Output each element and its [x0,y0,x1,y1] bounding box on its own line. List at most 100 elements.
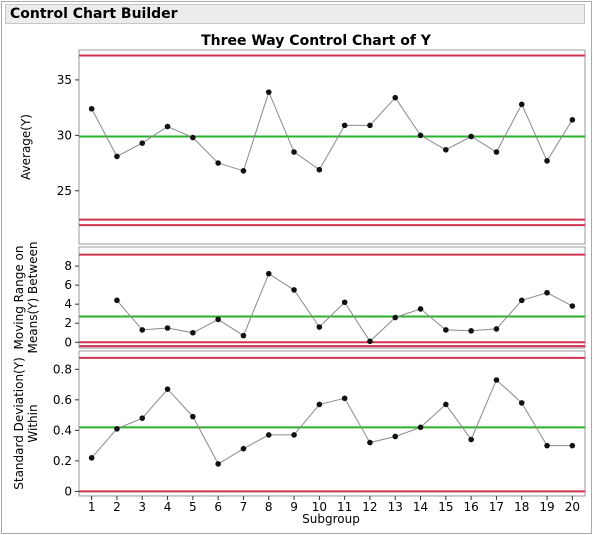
data-point[interactable] [316,166,323,173]
data-point[interactable] [341,299,348,306]
data-point[interactable] [544,442,550,449]
x-tick-label: 13 [388,500,403,514]
data-point[interactable] [518,101,525,108]
y-tick-label: 0.2 [53,454,72,468]
data-point[interactable] [190,134,196,141]
x-tick-label: 16 [464,500,479,514]
data-point[interactable] [265,270,272,277]
x-tick-label: 18 [514,500,529,514]
data-point[interactable] [88,105,95,112]
data-point[interactable] [139,415,146,421]
y-tick-label: 30 [57,128,72,142]
x-tick-label: 5 [189,500,197,514]
data-point[interactable] [316,401,323,408]
series-line [91,90,573,172]
y-tick-label: 25 [57,184,72,198]
data-point[interactable] [417,132,424,139]
x-tick-label: 9 [290,500,298,514]
x-tick-label: 8 [265,500,273,514]
data-point[interactable] [291,432,297,438]
data-point[interactable] [392,94,399,101]
x-tick-label: 11 [337,500,352,514]
y-tick-label: 8 [64,259,72,273]
data-point[interactable] [367,122,373,129]
x-tick-label: 7 [240,500,248,514]
y-tick-label: 0.4 [53,423,72,437]
data-point[interactable] [569,117,576,123]
data-point[interactable] [493,149,500,155]
data-point[interactable] [367,439,373,446]
x-tick-label: 1 [88,500,96,514]
data-point[interactable] [265,89,272,95]
panel-average: 25 30 35 Average(Y) [19,49,586,245]
data-point[interactable] [544,158,550,164]
data-point[interactable] [114,153,120,160]
data-point[interactable] [569,303,576,309]
y-tick-label: 35 [57,73,72,87]
data-point[interactable] [341,395,348,402]
panel-moving-range: 0 2 4 6 8 Moving Range on Means(Y) Between [12,242,586,353]
data-point[interactable] [190,413,196,420]
data-point[interactable] [544,289,550,296]
y-axis-label: Average(Y) [19,114,33,180]
x-tick-label: 6 [214,500,222,514]
y-tick-label: 0 [64,335,72,349]
data-point[interactable] [88,455,95,461]
data-point[interactable] [443,327,449,333]
data-point[interactable] [316,324,323,330]
data-point[interactable] [367,338,373,345]
data-point[interactable] [417,306,424,312]
data-point[interactable] [164,123,171,130]
data-point[interactable] [215,461,221,467]
x-tick-label: 3 [138,500,146,514]
x-tick-label: 19 [539,500,554,514]
data-point[interactable] [291,287,297,293]
data-point[interactable] [114,297,120,304]
data-point[interactable] [215,160,221,166]
panel-frame [78,246,586,349]
chart-title: Three Way Control Chart of Y [201,33,432,49]
data-point[interactable] [518,400,525,406]
data-point[interactable] [164,325,171,331]
data-point[interactable] [114,426,120,432]
y-tick-label: 6 [64,278,72,292]
x-tick-label: 4 [164,500,172,514]
data-point[interactable] [291,149,297,155]
data-point[interactable] [493,377,500,383]
x-axis-label: Subgroup [302,512,360,526]
data-point[interactable] [341,122,348,129]
series-line [91,379,573,465]
y-tick-label: 4 [64,297,72,311]
data-point[interactable] [240,332,247,339]
data-point[interactable] [443,401,449,408]
y-axis-label: Standard Deviation(Y) [12,357,26,490]
data-point[interactable] [139,140,146,146]
outline-title: Control Chart Builder [10,6,178,22]
panel-frame [78,49,586,245]
data-point[interactable] [493,326,500,332]
data-point[interactable] [164,386,171,392]
data-point[interactable] [468,436,474,443]
data-point[interactable] [468,133,474,140]
data-point[interactable] [215,316,221,323]
data-point[interactable] [139,327,146,333]
data-point[interactable] [417,424,424,431]
x-tick-label: 2 [113,500,121,514]
y-axis-label: Within [26,404,40,442]
data-point[interactable] [190,329,196,336]
data-point[interactable] [468,328,474,334]
data-point[interactable] [569,442,576,449]
y-tick-label: 0 [64,484,72,498]
data-point[interactable] [392,314,399,321]
data-point[interactable] [240,168,247,174]
data-point[interactable] [392,433,399,440]
data-point[interactable] [240,445,247,452]
data-point[interactable] [518,297,525,304]
x-tick-label: 17 [489,500,504,514]
panel-std-dev: 0 0.2 0.4 0.6 0.8 Standard Deviation(Y) Within [12,350,586,498]
data-point[interactable] [443,146,449,153]
y-tick-label: 2 [64,316,72,330]
outline-header[interactable]: Control Chart Builder [5,4,585,24]
data-point[interactable] [265,432,272,438]
